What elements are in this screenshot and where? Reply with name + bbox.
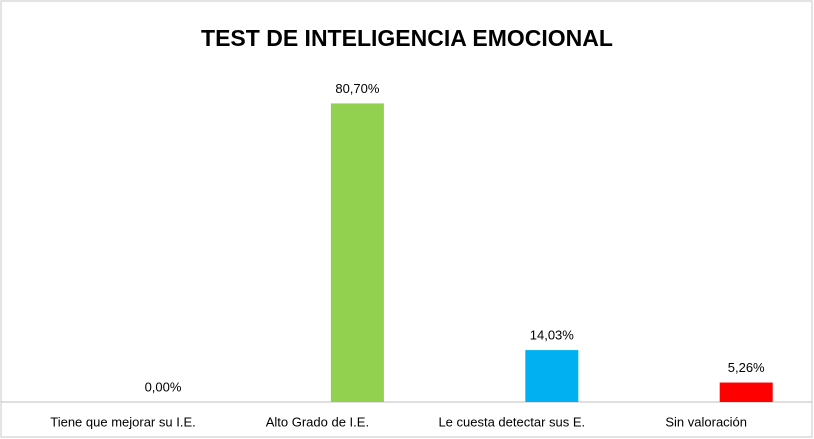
value-label: 80,70% — [335, 81, 380, 96]
bar — [330, 103, 384, 402]
value-label: 14,03% — [530, 328, 575, 343]
x-tick-label: Alto Grado de I.E. — [266, 414, 369, 429]
chart-title: TEST DE INTELIGENCIA EMOCIONAL — [201, 25, 613, 51]
value-label: 0,00% — [145, 379, 182, 394]
x-tick-label: Tiene que mejorar su I.E. — [50, 414, 195, 429]
x-tick-label: Le cuesta detectar sus E. — [438, 414, 585, 429]
bar — [525, 350, 579, 402]
x-tick-label: Sin valoración — [665, 414, 747, 429]
bar — [719, 382, 773, 402]
value-label: 5,26% — [728, 360, 765, 375]
